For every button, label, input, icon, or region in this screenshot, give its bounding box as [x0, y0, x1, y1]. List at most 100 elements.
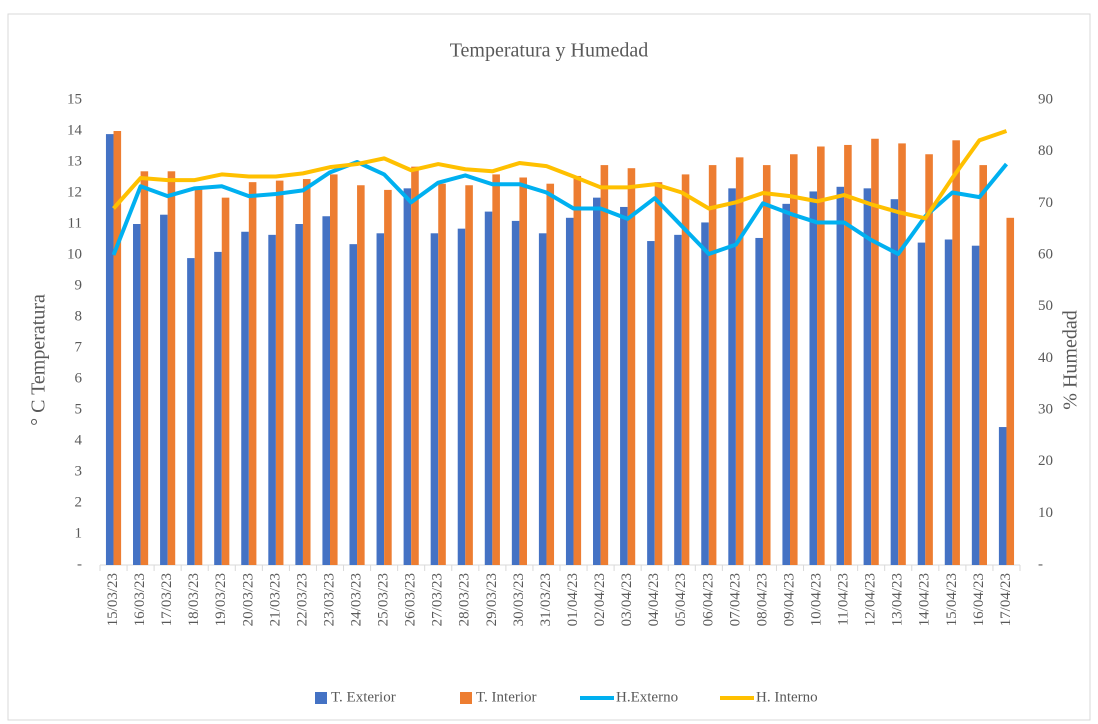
- x-tick-label: 12/04/23: [863, 573, 879, 626]
- bar: [484, 211, 493, 565]
- y-tick-label: 11: [68, 215, 82, 231]
- bar: [519, 177, 527, 565]
- y-tick-label: 9: [75, 277, 83, 293]
- y-tick-label: -: [77, 556, 82, 572]
- bar: [728, 188, 736, 565]
- bar: [248, 182, 257, 565]
- bar: [593, 197, 601, 565]
- y2-axis-label: % Humedad: [1060, 310, 1082, 409]
- x-tick-label: 17/04/23: [998, 573, 1014, 626]
- x-tick-label: 11/04/23: [836, 573, 852, 626]
- y2-tick-label: 20: [1038, 453, 1053, 469]
- x-tick-label: 30/03/23: [511, 573, 527, 626]
- legend-label: H.Externo: [616, 689, 678, 705]
- y2-tick-label: 90: [1038, 91, 1053, 107]
- bar: [302, 179, 311, 566]
- bar: [457, 228, 466, 565]
- bar: [890, 199, 899, 565]
- bar: [871, 138, 879, 565]
- y-tick-label: 3: [75, 463, 83, 479]
- x-tick-label: 31/03/23: [538, 573, 554, 626]
- legend-label: T. Interior: [476, 689, 537, 705]
- y-tick-label: 8: [75, 308, 83, 324]
- x-tick-label: 22/03/23: [294, 573, 310, 626]
- bar: [998, 427, 1007, 565]
- x-tick-label: 16/04/23: [971, 573, 987, 626]
- x-tick-label: 26/03/23: [403, 573, 419, 626]
- bar: [113, 131, 122, 565]
- y2-tick-label: 40: [1038, 350, 1053, 366]
- bar: [376, 233, 385, 566]
- bar: [403, 188, 412, 565]
- bar: [268, 234, 276, 565]
- bar: [898, 143, 906, 565]
- x-tick-label: 01/04/23: [565, 573, 581, 626]
- legend-swatch: [460, 692, 472, 704]
- bar: [105, 134, 114, 565]
- bar: [681, 174, 690, 565]
- bar: [836, 186, 845, 566]
- y2-tick-label: 80: [1038, 143, 1053, 159]
- bar: [809, 191, 818, 565]
- bar: [573, 175, 582, 565]
- x-tick-label: 15/03/23: [105, 573, 121, 626]
- bar: [465, 185, 473, 565]
- x-tick-label: 27/03/23: [430, 573, 446, 626]
- x-tick-label: 17/03/23: [159, 573, 175, 626]
- legend-label: H. Interno: [756, 689, 818, 705]
- bar: [511, 220, 520, 565]
- bar: [167, 171, 176, 566]
- bar: [187, 258, 195, 565]
- x-tick-label: 18/03/23: [186, 573, 202, 626]
- y-axis-label: ° C Temperatura: [28, 294, 50, 426]
- x-tick-label: 16/03/23: [132, 573, 148, 626]
- y2-tick-label: 10: [1038, 505, 1053, 521]
- bar: [735, 157, 744, 565]
- y-tick-label: 5: [75, 401, 83, 417]
- bar: [133, 224, 141, 565]
- bar: [782, 203, 790, 565]
- bar: [844, 144, 852, 565]
- x-tick-label: 25/03/23: [376, 573, 392, 626]
- y2-tick-label: -: [1038, 556, 1043, 572]
- bar: [1006, 217, 1015, 566]
- x-tick-label: 14/04/23: [917, 573, 933, 626]
- bar: [330, 174, 338, 565]
- y-tick-label: 10: [67, 246, 82, 262]
- x-tick-label: 08/04/23: [754, 573, 770, 626]
- x-tick-label: 29/03/23: [484, 573, 500, 626]
- bar: [817, 146, 825, 565]
- y2-tick-label: 70: [1038, 195, 1053, 211]
- bar: [708, 165, 717, 565]
- y2-tick-label: 60: [1038, 246, 1053, 262]
- bar: [295, 224, 303, 565]
- x-tick-label: 19/03/23: [213, 573, 229, 626]
- x-tick-label: 02/04/23: [592, 573, 608, 626]
- bar: [863, 188, 872, 565]
- x-tick-label: 06/04/23: [700, 573, 716, 626]
- bar: [755, 237, 763, 565]
- x-tick-label: 04/04/23: [646, 573, 662, 626]
- bar: [620, 206, 628, 565]
- bar: [241, 231, 249, 565]
- bar: [674, 234, 682, 565]
- bar: [349, 244, 358, 565]
- bar: [971, 245, 980, 565]
- bar: [214, 251, 222, 565]
- y-tick-label: 13: [67, 153, 82, 169]
- x-tick-label: 23/03/23: [321, 573, 337, 626]
- bar: [430, 233, 439, 566]
- bar: [565, 217, 574, 566]
- bar: [357, 185, 365, 565]
- bar: [925, 154, 933, 565]
- legend-swatch: [315, 692, 327, 704]
- x-tick-label: 20/03/23: [240, 573, 256, 626]
- x-tick-label: 05/04/23: [673, 573, 689, 626]
- x-tick-label: 13/04/23: [890, 573, 906, 626]
- bar: [538, 233, 547, 566]
- x-tick-label: 28/03/23: [457, 573, 473, 626]
- bar: [411, 166, 419, 565]
- line: [112, 129, 1008, 221]
- y2-tick-label: 30: [1038, 401, 1053, 417]
- bar: [492, 174, 500, 565]
